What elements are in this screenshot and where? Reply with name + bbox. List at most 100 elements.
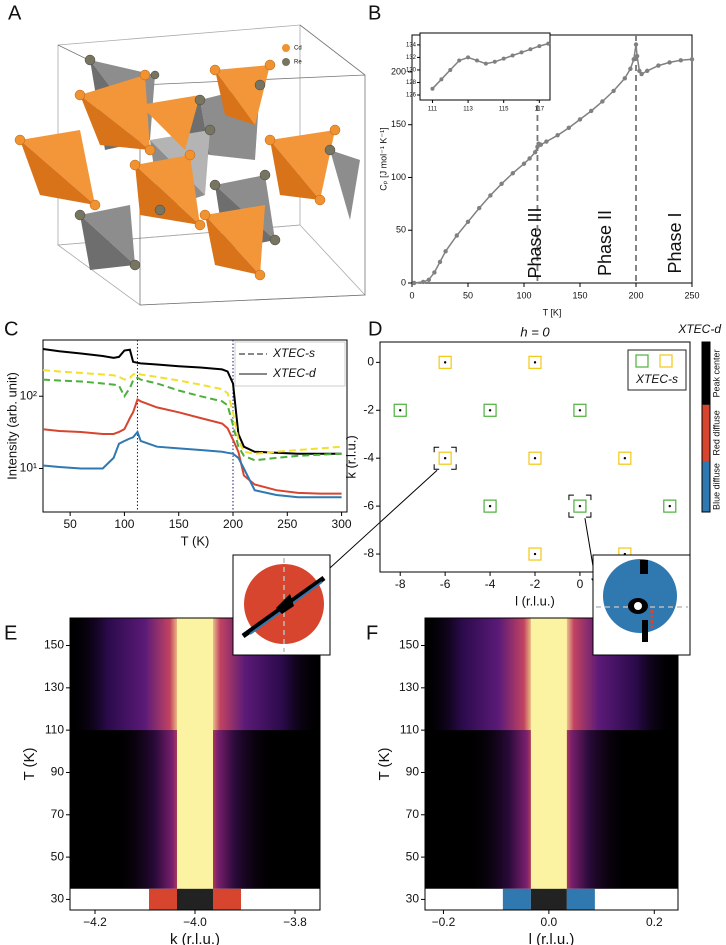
y-tick-label: 110 <box>400 722 419 736</box>
legend-label: Cd <box>294 46 302 52</box>
data-point <box>488 193 493 198</box>
peak-box <box>528 547 542 561</box>
data-point <box>645 68 650 74</box>
peak-box <box>483 499 497 513</box>
inset-frame <box>419 32 551 101</box>
data-point <box>538 142 543 147</box>
inset-point <box>474 58 479 63</box>
data-point <box>421 279 426 285</box>
data-point <box>611 88 616 94</box>
data-point <box>465 219 471 224</box>
x-tick-label: 0.2 <box>646 915 663 929</box>
legend-swatch <box>635 354 649 368</box>
x-axis-label: l (r.l.u.) <box>529 931 575 945</box>
data-point <box>628 66 633 71</box>
panel-label: E <box>4 622 17 644</box>
data-point <box>577 117 583 122</box>
data-point <box>634 53 640 59</box>
data-point <box>637 68 642 74</box>
inset-point <box>448 67 453 72</box>
inset-point <box>483 61 488 66</box>
peak-box <box>663 499 677 513</box>
legend-label: XTEC-s <box>635 372 678 386</box>
peak-center <box>443 456 447 460</box>
x-tick-label: −3.8 <box>283 915 307 929</box>
x-axis-label: T (K) <box>181 533 210 548</box>
y-tick-label: 50 <box>406 849 420 863</box>
peak-box <box>438 355 452 369</box>
inset-point <box>430 86 435 91</box>
colorbar-segment <box>702 404 710 461</box>
y-tick-label: 134 <box>406 42 417 48</box>
y-tick-label: 126 <box>406 93 417 99</box>
x-tick-label: -8 <box>395 577 406 591</box>
peak-center <box>533 552 537 556</box>
x-tick-label: 200 <box>628 290 643 300</box>
xtec-strip <box>149 888 177 910</box>
panel-label: F <box>366 622 378 644</box>
data-point <box>555 133 560 138</box>
inset-center <box>634 602 642 610</box>
y-tick-label: 90 <box>51 765 65 779</box>
y-tick-label: 200 <box>391 66 406 76</box>
inset-bg <box>420 33 550 100</box>
data-point <box>631 57 636 62</box>
inset-peak <box>628 560 648 642</box>
y-tick-label: 50 <box>51 849 65 863</box>
y-tick-label: -6 <box>363 498 374 512</box>
data-point <box>499 181 504 186</box>
data-point <box>437 259 443 265</box>
y-tick-label: 130 <box>406 68 417 74</box>
data-point <box>477 205 482 211</box>
data-point <box>521 161 527 166</box>
panel-label: B <box>368 2 381 24</box>
peak-box <box>573 499 587 513</box>
legend-swatch <box>659 354 673 368</box>
peak-center <box>443 361 447 364</box>
panel-label: D <box>368 318 382 340</box>
x-tick-label: -6 <box>440 577 451 591</box>
peak-center <box>533 361 537 364</box>
xtec-strip <box>213 888 241 910</box>
x-axis-label: l (r.l.u.) <box>515 593 555 608</box>
y-tick-label: 110 <box>45 722 64 736</box>
data-point <box>544 139 549 144</box>
y-tick-label: 30 <box>51 892 65 906</box>
x-tick-label: -2 <box>530 577 541 591</box>
inset-point <box>528 47 533 52</box>
data-point <box>667 60 672 65</box>
peak-box <box>573 403 587 417</box>
data-point <box>689 57 695 62</box>
x-tick-label: 250 <box>684 290 699 300</box>
y-axis-label: Cₚ [J mol⁻¹ K⁻¹] <box>378 127 388 190</box>
series-line <box>42 348 342 455</box>
y-tick-label: 10¹ <box>20 461 37 475</box>
data-point <box>412 280 417 286</box>
phase-label: Phase I <box>665 212 685 273</box>
legend-label: XTEC-d <box>272 366 316 380</box>
x-tick-label: 113 <box>463 107 473 113</box>
series-line <box>42 398 342 495</box>
inset-point <box>492 59 497 64</box>
peak-box <box>528 355 542 369</box>
y-tick-label: 10² <box>20 388 37 402</box>
data-point <box>426 277 431 283</box>
y-tick-label: 150 <box>391 119 406 129</box>
peak-box <box>618 451 632 465</box>
inset-point <box>466 55 471 60</box>
x-axis-label: k (r.l.u.) <box>170 931 220 945</box>
y-tick-label: 150 <box>399 638 419 652</box>
x-tick-label: 100 <box>516 290 531 300</box>
x-tick-label: 50 <box>463 290 473 300</box>
data-point <box>600 99 605 104</box>
y-tick-label: -2 <box>363 402 374 416</box>
peak-center <box>578 504 582 508</box>
y-tick-label: 90 <box>406 765 420 779</box>
inset-point <box>501 56 506 61</box>
y-tick-label: 130 <box>44 680 64 694</box>
xtec-strip <box>530 888 567 910</box>
x-tick-label: 0.0 <box>541 915 558 929</box>
inset-point <box>537 44 542 49</box>
y-tick-label: 130 <box>399 680 419 694</box>
